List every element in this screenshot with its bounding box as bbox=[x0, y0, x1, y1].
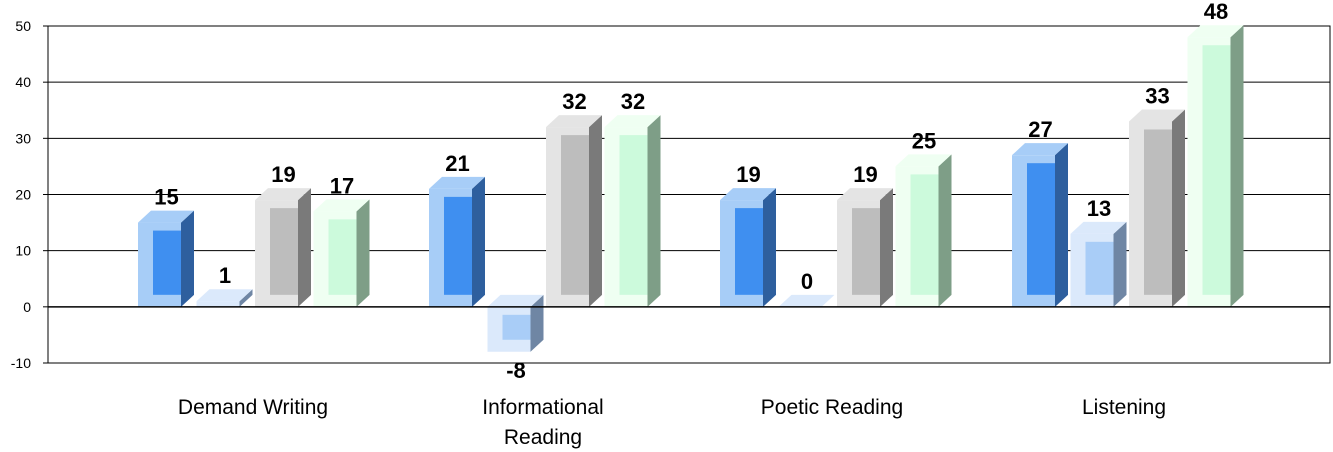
bar-front-panel bbox=[1027, 163, 1055, 295]
bar-front-panel bbox=[561, 135, 589, 295]
category-label: Listening bbox=[1082, 396, 1166, 419]
data-label: 13 bbox=[1087, 196, 1111, 221]
bar-front-panel bbox=[1202, 45, 1231, 295]
bar-front-panel bbox=[328, 219, 357, 295]
bar-top bbox=[138, 210, 194, 223]
bar-top bbox=[313, 199, 370, 212]
bar-top bbox=[604, 115, 661, 128]
bar-side bbox=[938, 154, 952, 307]
bar bbox=[720, 188, 776, 307]
data-label: 15 bbox=[154, 185, 178, 210]
bars bbox=[138, 25, 1244, 352]
bar-top bbox=[720, 188, 776, 201]
bar bbox=[138, 210, 194, 307]
data-label: 19 bbox=[271, 162, 295, 187]
y-tick-label: 50 bbox=[15, 18, 31, 34]
data-label: 21 bbox=[445, 151, 469, 176]
data-label: -8 bbox=[506, 358, 526, 383]
data-label: 32 bbox=[621, 89, 645, 114]
bar-side bbox=[530, 294, 544, 352]
bar bbox=[487, 294, 544, 352]
data-label: 19 bbox=[736, 162, 760, 187]
bar-front-panel bbox=[444, 196, 472, 295]
bar-top bbox=[546, 115, 602, 128]
y-tick-label: 30 bbox=[15, 130, 31, 146]
category-label-line: Listening bbox=[1082, 396, 1166, 419]
bar-side bbox=[1055, 143, 1068, 307]
bar-front-panel bbox=[619, 135, 648, 295]
bar-front bbox=[196, 301, 240, 307]
bar bbox=[546, 115, 602, 307]
bar-side bbox=[763, 188, 776, 307]
bar bbox=[255, 188, 311, 307]
category-labels: Demand Writing Informational Reading Poetic… bbox=[178, 396, 1166, 449]
bar-side bbox=[1113, 221, 1127, 307]
data-label: 19 bbox=[853, 162, 877, 187]
bar bbox=[1187, 25, 1244, 307]
bar-side bbox=[647, 115, 661, 307]
bar-side bbox=[356, 199, 370, 307]
data-label: 33 bbox=[1145, 83, 1169, 108]
bar-side bbox=[181, 210, 194, 307]
category-label-line: Reading bbox=[504, 426, 582, 449]
data-labels: 15 1 19 17 21 -8 32 32 19 0 19 25 27 13 33 48 bbox=[154, 0, 1228, 383]
category-label-line: Demand Writing bbox=[178, 396, 328, 419]
bar-front-panel bbox=[852, 208, 880, 295]
bar-side bbox=[298, 188, 311, 307]
data-label: 32 bbox=[562, 89, 586, 114]
bar-top bbox=[1129, 109, 1185, 122]
bar-top bbox=[837, 188, 893, 201]
bar-top bbox=[255, 188, 311, 201]
bar-front-panel bbox=[153, 230, 181, 295]
category-label: Demand Writing bbox=[178, 396, 328, 419]
bar bbox=[313, 199, 370, 307]
bar-top bbox=[196, 289, 253, 302]
category-label: Poetic Reading bbox=[761, 396, 903, 419]
category-label: Informational Reading bbox=[482, 396, 603, 449]
y-axis-ticks: -10 0 10 20 30 40 50 bbox=[11, 18, 31, 371]
bar-front-panel bbox=[1144, 129, 1172, 295]
bar bbox=[604, 115, 661, 307]
y-tick-label: 10 bbox=[15, 243, 31, 259]
category-label-line: Informational bbox=[482, 396, 603, 419]
bar-side bbox=[1230, 25, 1244, 307]
bar bbox=[196, 289, 253, 307]
data-label: 17 bbox=[330, 173, 354, 198]
bar bbox=[429, 176, 485, 307]
bar bbox=[1012, 143, 1068, 307]
data-label: 27 bbox=[1028, 117, 1052, 142]
bar-side bbox=[1172, 109, 1185, 307]
bar-front-panel bbox=[735, 208, 763, 295]
data-label: 1 bbox=[219, 263, 231, 288]
bar-side bbox=[472, 176, 485, 307]
bar bbox=[837, 188, 893, 307]
category-label-line: Poetic Reading bbox=[761, 396, 903, 419]
bar bbox=[1070, 221, 1127, 307]
data-label: 48 bbox=[1204, 0, 1228, 24]
y-tick-label: 0 bbox=[23, 299, 31, 315]
data-label: 0 bbox=[801, 269, 813, 294]
bar bbox=[895, 154, 952, 307]
bar-top bbox=[1070, 221, 1127, 234]
bar-top bbox=[1012, 143, 1068, 156]
bar-side bbox=[589, 115, 602, 307]
y-tick-label: 20 bbox=[15, 187, 31, 203]
bar-top bbox=[778, 294, 835, 307]
y-tick-label: -10 bbox=[11, 355, 31, 371]
bar-top bbox=[895, 154, 952, 167]
bar-front-panel bbox=[910, 174, 939, 295]
y-tick-label: 40 bbox=[15, 74, 31, 90]
bar-top bbox=[487, 294, 544, 307]
data-label: 25 bbox=[912, 128, 936, 153]
bar-front-panel bbox=[502, 314, 531, 340]
bar-top bbox=[429, 176, 485, 189]
bar-side bbox=[880, 188, 893, 307]
bar-top bbox=[1187, 25, 1244, 38]
bar bbox=[1129, 109, 1185, 307]
bar bbox=[778, 294, 835, 307]
bar-front-panel bbox=[270, 208, 298, 295]
bar-side bbox=[239, 289, 253, 307]
bar-front-panel bbox=[1085, 241, 1114, 295]
